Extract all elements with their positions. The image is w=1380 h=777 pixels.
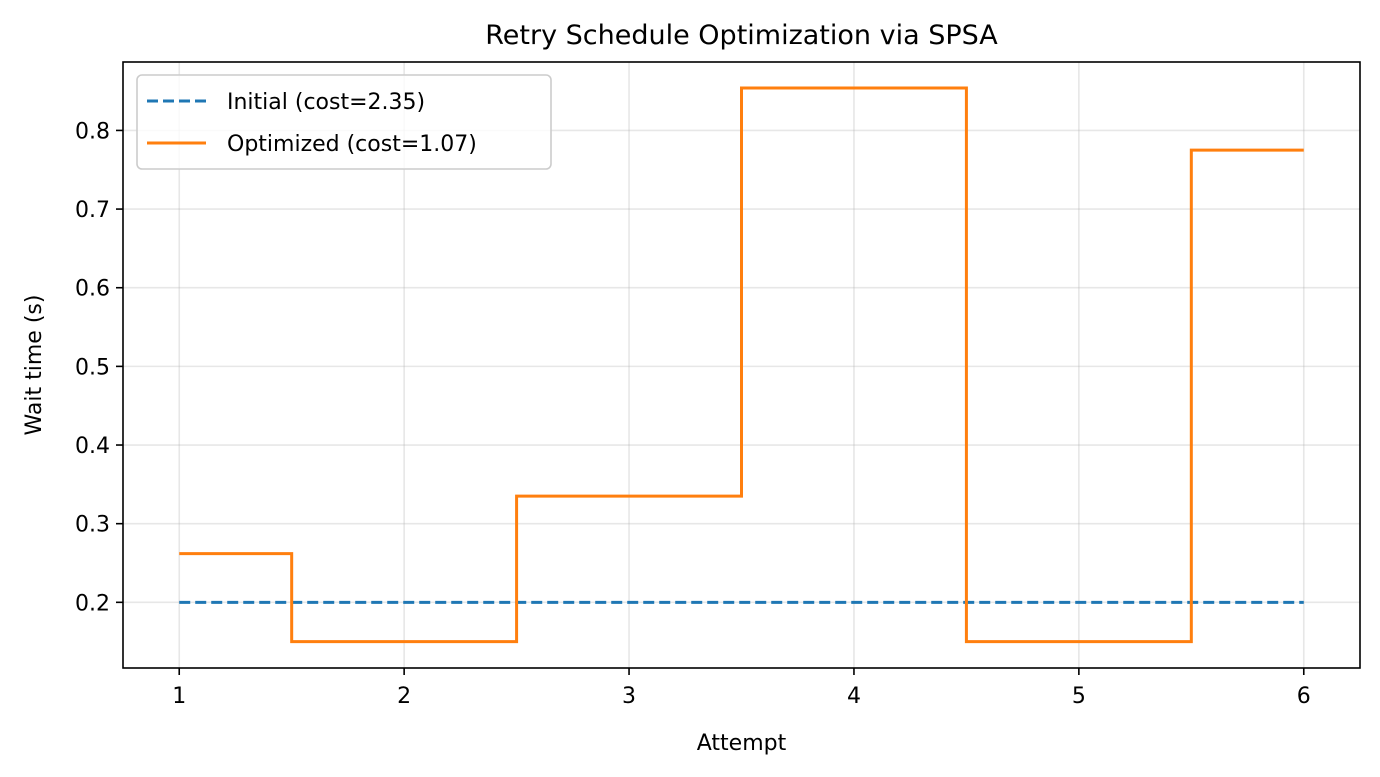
legend-box xyxy=(136,74,552,170)
y-tick-label: 0.3 xyxy=(75,513,110,538)
y-tick-label: 0.6 xyxy=(75,277,110,302)
x-tick-label: 4 xyxy=(847,684,861,709)
chart-title: Retry Schedule Optimization via SPSA xyxy=(485,20,998,51)
x-tick-label: 1 xyxy=(172,684,186,709)
legend: Initial (cost=2.35) Optimized (cost=1.07) xyxy=(136,74,552,170)
y-tick-label: 0.7 xyxy=(75,198,110,223)
legend-label: Optimized (cost=1.07) xyxy=(227,132,477,157)
plot-frame xyxy=(122,61,1361,669)
series-line-optimized xyxy=(179,86,1304,644)
x-tick-label: 3 xyxy=(622,684,636,709)
y-tick-label: 0.8 xyxy=(75,119,110,144)
y-tick-label: 0.4 xyxy=(75,434,110,459)
legend-label: Initial (cost=2.35) xyxy=(227,90,425,115)
x-tick-label: 5 xyxy=(1072,684,1086,709)
series-layer xyxy=(179,86,1304,644)
y-axis-label: Wait time (s) xyxy=(22,295,47,436)
x-axis-label: Attempt xyxy=(697,731,787,756)
x-tick-label: 2 xyxy=(397,684,411,709)
x-tick-label: 6 xyxy=(1297,684,1311,709)
axis-ticks: 1 2 3 4 5 6 0.2 0.3 0.4 0.5 0.6 0.7 0.8 xyxy=(75,119,1311,709)
y-tick-label: 0.5 xyxy=(75,355,110,380)
y-tick-label: 0.2 xyxy=(75,591,110,616)
